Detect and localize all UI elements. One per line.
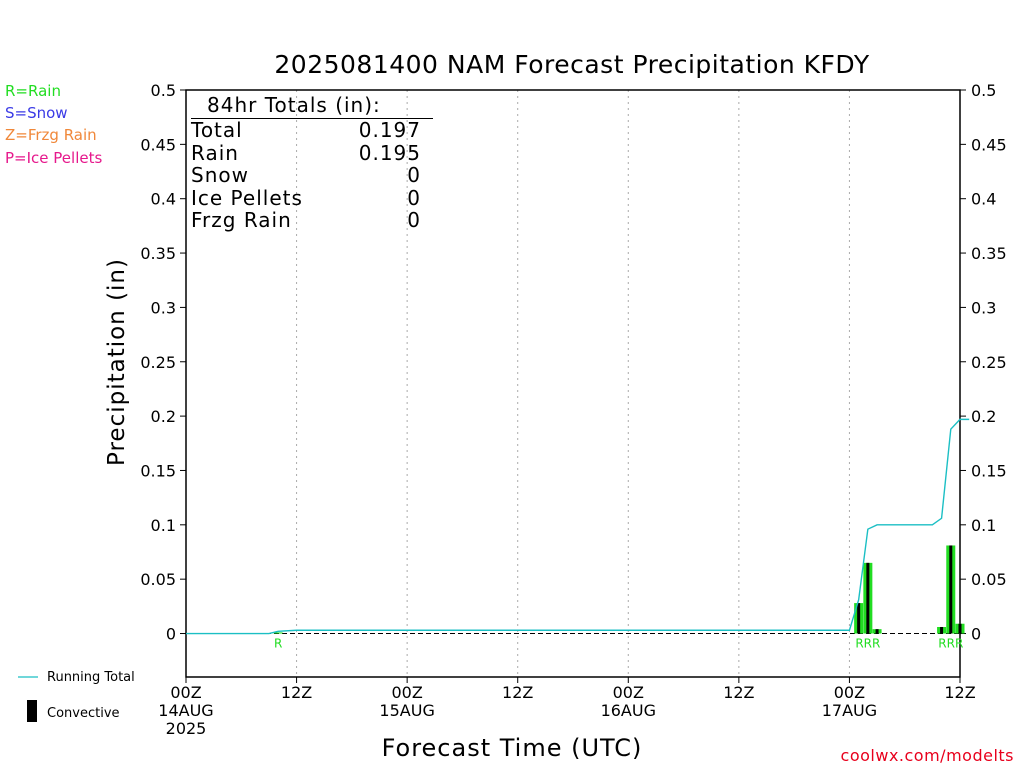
totals-value: 0 <box>407 163 421 187</box>
plot-frame <box>185 89 961 678</box>
totals-label: Rain <box>191 140 239 165</box>
ptype-label: RRR <box>938 637 963 651</box>
totals-row-frzg-rain: Frzg Rain 0 <box>191 209 421 232</box>
totals-row-ice-pellets: Ice Pellets 0 <box>191 185 421 210</box>
convective-bar <box>866 562 870 634</box>
y-tick-label-right: 0.15 <box>971 461 1007 480</box>
y-tick-label-right: 0.25 <box>971 353 1007 372</box>
y-tick-label-right: 0.45 <box>971 135 1007 154</box>
totals-row-total: Total 0.197 <box>191 119 421 142</box>
totals-row-snow: Snow 0 <box>191 164 421 187</box>
x-tick-label: 17AUG <box>822 701 877 720</box>
totals-label: Snow <box>191 163 249 187</box>
x-tick-label: 16AUG <box>601 701 656 720</box>
site-credit: coolwx.com/modelts <box>840 746 1014 765</box>
y-tick-label-right: 0.35 <box>971 244 1007 263</box>
x-tick-label: 12Z <box>502 683 533 702</box>
y-tick-label-right: 0.5 <box>971 81 996 100</box>
totals-heading: 84hr Totals (in): <box>191 93 433 119</box>
legend-snow-code: S=Snow <box>5 104 68 122</box>
convective-bar <box>940 626 944 634</box>
running-total-line <box>186 418 970 635</box>
totals-label: Total <box>191 118 243 142</box>
totals-value: 0 <box>407 208 421 232</box>
totals-value: 0 <box>407 185 421 210</box>
convective-bar <box>949 545 953 634</box>
convective-bar <box>875 629 879 634</box>
legend-rain-code: R=Rain <box>5 82 61 100</box>
x-tick-label: 00Z <box>391 683 422 702</box>
y-tick-label-left: 0.1 <box>151 516 176 535</box>
y-tick-label-right: 0.3 <box>971 298 996 317</box>
y-tick-label-left: 0.45 <box>140 135 176 154</box>
x-tick-label: 00Z <box>170 683 201 702</box>
y-tick-label-right: 0.4 <box>971 190 996 209</box>
x-tick-label: 2025 <box>166 719 207 738</box>
x-tick-label: 12Z <box>281 683 312 702</box>
y-tick-label-left: 0.15 <box>140 461 176 480</box>
x-axis-label: Forecast Time (UTC) <box>381 734 643 762</box>
y-tick-label-left: 0.2 <box>151 407 176 426</box>
x-tick-label: 00Z <box>834 683 865 702</box>
y-tick-label-left: 0.05 <box>140 570 176 589</box>
x-tick-label: 15AUG <box>379 701 434 720</box>
totals-label: Ice Pellets <box>191 185 303 210</box>
y-tick-label-right: 0.1 <box>971 516 996 535</box>
totals-row-rain: Rain 0.195 <box>191 140 421 165</box>
legend-ice-pellets-code: P=Ice Pellets <box>5 149 103 167</box>
y-tick-label-right: 0 <box>971 625 981 644</box>
totals-label: Frzg Rain <box>191 208 292 232</box>
y-tick-label-right: 0.05 <box>971 570 1007 589</box>
y-tick-label-left: 0.5 <box>151 81 176 100</box>
rain-bar <box>273 632 283 634</box>
y-tick-label-right: 0.2 <box>971 407 996 426</box>
convective-legend-label: Convective <box>47 706 120 721</box>
chart-title: 2025081400 NAM Forecast Precipitation KF… <box>274 50 870 79</box>
totals-value: 0.197 <box>358 118 421 142</box>
totals-value: 0.195 <box>358 140 421 165</box>
x-tick-label: 00Z <box>613 683 644 702</box>
running-total-legend-label: Running Total <box>47 670 135 685</box>
convective-bar <box>857 603 861 634</box>
convective-swatch <box>27 700 37 722</box>
convective-bar <box>958 623 962 634</box>
y-tick-label-left: 0.25 <box>140 353 176 372</box>
running-total-swatch <box>18 676 38 678</box>
y-tick-label-left: 0.3 <box>151 298 176 317</box>
x-tick-label: 12Z <box>944 683 975 702</box>
ptype-label: RRR <box>855 637 880 651</box>
ptype-label: R <box>274 637 282 651</box>
legend-frzg-rain-code: Z=Frzg Rain <box>5 126 97 144</box>
x-tick-label: 14AUG <box>158 701 213 720</box>
y-tick-label-left: 0.4 <box>151 190 176 209</box>
y-tick-label-left: 0.35 <box>140 244 176 263</box>
x-tick-label: 12Z <box>723 683 754 702</box>
y-tick-label-left: 0 <box>166 625 176 644</box>
totals-box: 84hr Totals (in): Total 0.197 Rain 0.195… <box>191 93 433 232</box>
